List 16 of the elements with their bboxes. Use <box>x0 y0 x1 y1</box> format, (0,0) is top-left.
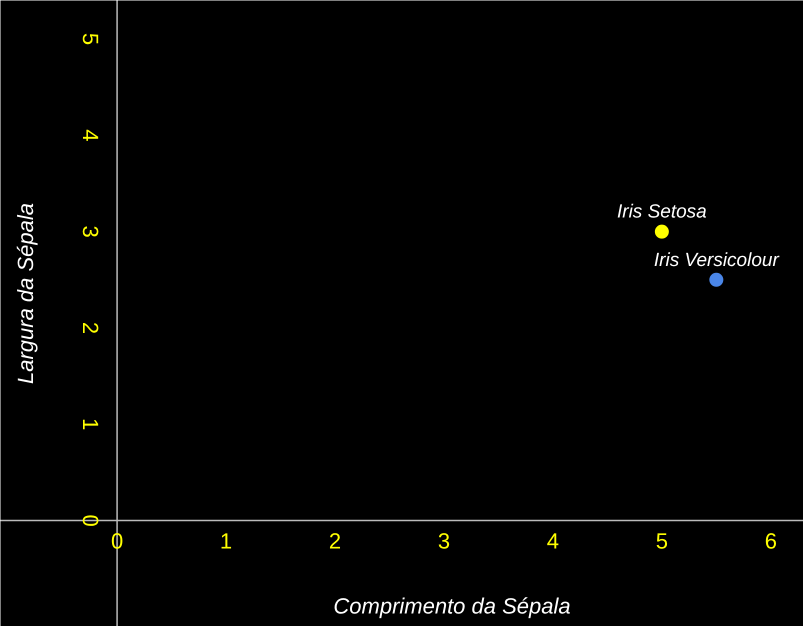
series-label: Iris Setosa <box>616 202 707 223</box>
y-tick-label: 0 <box>78 514 104 527</box>
x-tick-label: 4 <box>546 528 560 554</box>
x-tick-label: 5 <box>656 528 668 554</box>
series-label: Iris Versicolour <box>654 250 780 271</box>
y-tick-label: 1 <box>78 418 104 430</box>
x-tick-label: 3 <box>438 528 450 554</box>
y-tick-label: 4 <box>78 129 104 142</box>
y-tick-label: 2 <box>78 322 104 334</box>
x-tick-label: 6 <box>764 528 777 554</box>
y-axis-title: Largura da Sépala <box>13 202 38 384</box>
x-tick-label: 1 <box>220 528 232 554</box>
y-tick-label: 3 <box>78 226 104 238</box>
y-tick-label: 5 <box>78 32 104 46</box>
x-axis-title: Comprimento da Sépala <box>333 594 571 618</box>
x-tick-label: 2 <box>328 528 342 554</box>
